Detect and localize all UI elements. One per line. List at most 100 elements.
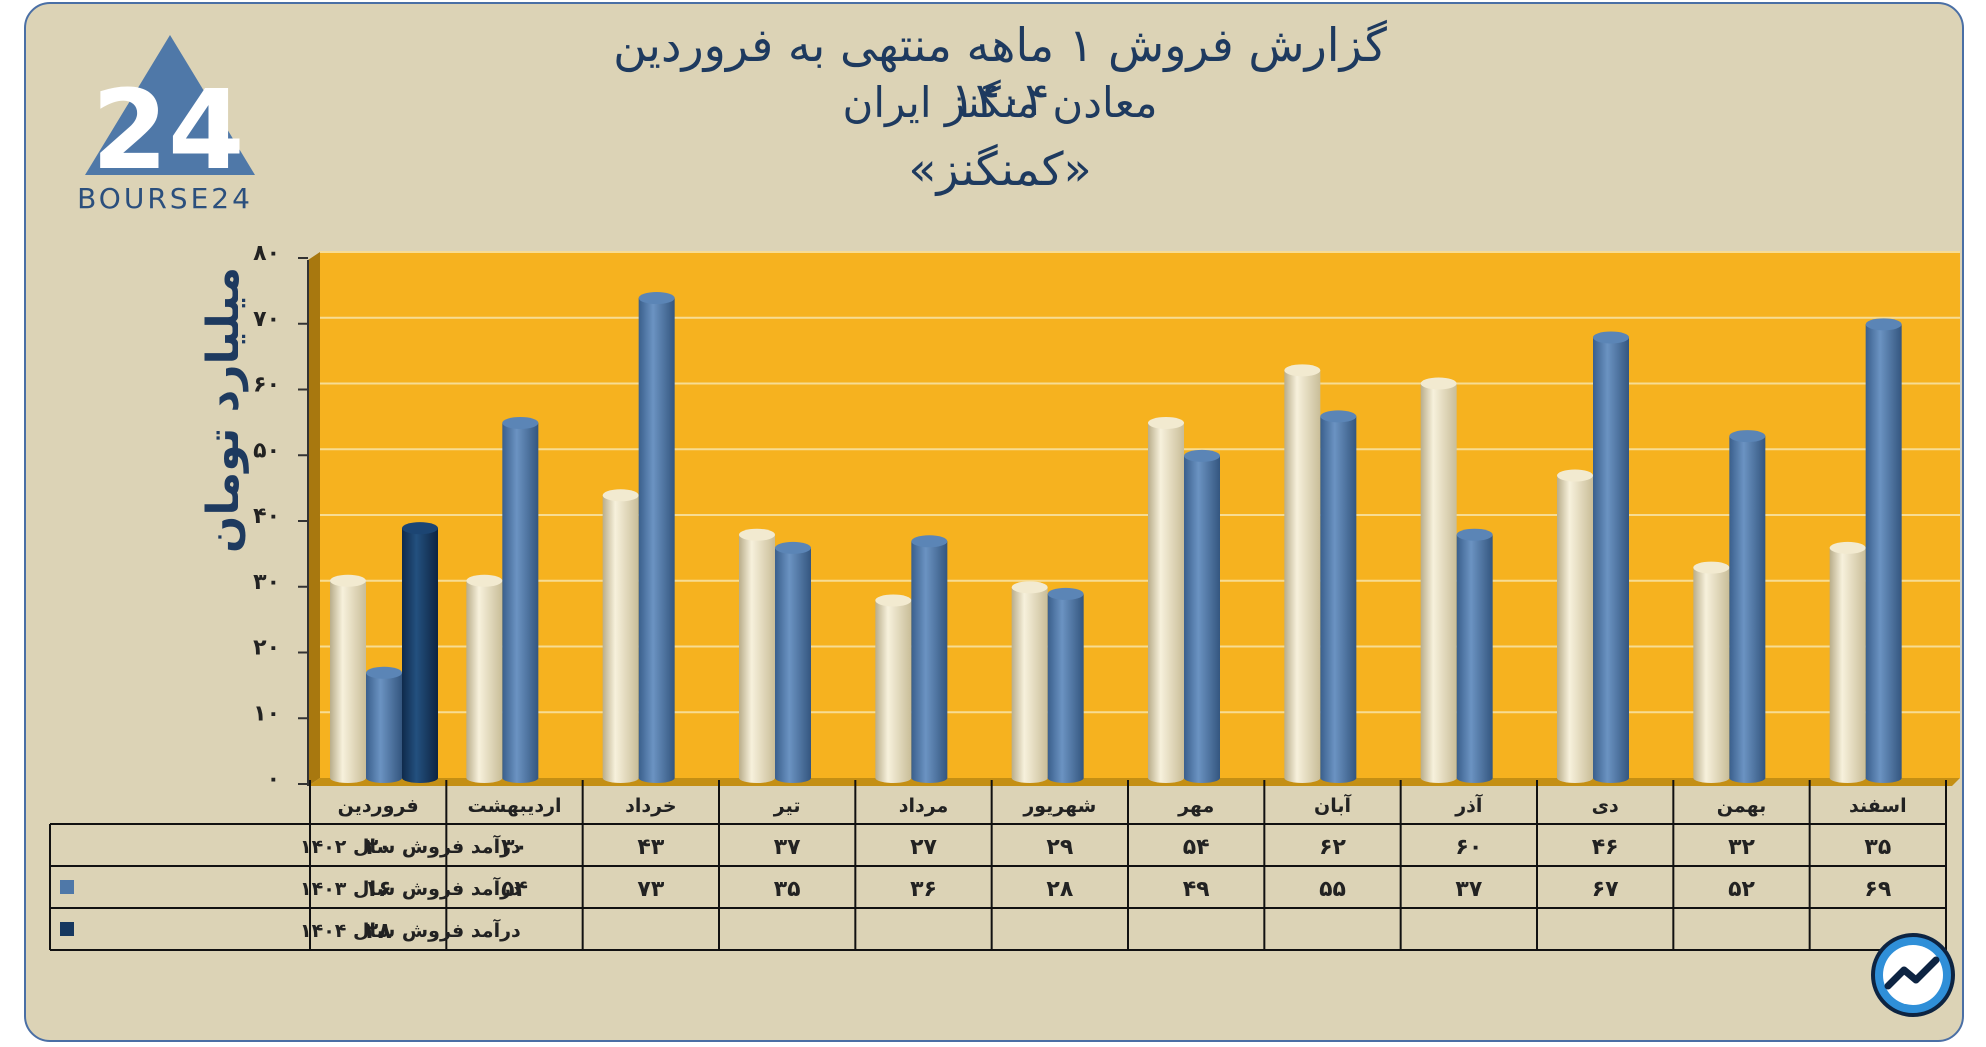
data-label: ۳۵ (774, 877, 801, 902)
bar-1403 (1729, 436, 1766, 778)
bar-cap (402, 522, 438, 535)
category-label: مهر (1177, 795, 1214, 817)
bar-cap (466, 574, 503, 587)
bar-1404 (402, 528, 438, 778)
bar-1402 (739, 534, 775, 778)
y-tick-label: ۵۰ (253, 438, 280, 463)
bar-cap (1148, 416, 1184, 429)
bar-cap (638, 292, 675, 305)
bar-1403 (775, 547, 811, 778)
bar-cap (1729, 430, 1766, 443)
bar-cap (1011, 581, 1048, 594)
bar-cap (1184, 449, 1220, 462)
data-label: ۶۷ (1592, 877, 1619, 902)
data-label: ۳۰ (501, 835, 528, 860)
bar-cap (1456, 528, 1493, 541)
bar-base (1284, 773, 1321, 783)
bar-base (1184, 773, 1220, 783)
chart-subtitle: معادن منگنز ایران (842, 78, 1158, 127)
y-tick-label: ۳۰ (253, 570, 280, 595)
data-label: ۵۵ (1319, 877, 1346, 902)
data-label: ۷۳ (637, 877, 664, 902)
data-label: ۲۸ (1046, 877, 1073, 902)
y-tick-label: ۴۰ (253, 504, 280, 529)
data-label: ۴۳ (637, 835, 664, 860)
category-label: فروردین (338, 795, 419, 817)
bar-base (1593, 773, 1629, 783)
bar-1402 (1557, 475, 1593, 778)
bar-cap (1420, 377, 1457, 390)
bar-1403 (911, 541, 948, 778)
bar-base (739, 773, 775, 783)
logo-text: BOURSE24 (77, 182, 253, 215)
data-label: ۶۰ (1455, 835, 1482, 860)
bar-1402 (1011, 587, 1048, 778)
bar-base (330, 773, 366, 783)
bar-1402 (1693, 567, 1730, 778)
series-label: درآمد فروش سال ۱۴۰۳ (300, 876, 521, 900)
bar-base (1011, 773, 1048, 783)
bar-1403 (1456, 534, 1493, 778)
category-label: دی (1592, 795, 1619, 817)
bar-base (1865, 773, 1902, 783)
data-label: ۵۲ (1728, 877, 1755, 902)
y-tick-label: ۲۰ (253, 636, 280, 661)
bar-base (502, 773, 539, 783)
data-label: ۳۸ (365, 919, 392, 944)
bar-cap (1557, 469, 1593, 482)
data-label: ۳۵ (1864, 835, 1891, 860)
bar-base (638, 773, 675, 783)
bar-base (775, 773, 811, 783)
data-label: ۳۶ (910, 877, 937, 902)
category-label: اردیبهشت (467, 795, 561, 817)
y-tick-label: ۰ (267, 767, 280, 792)
bar-base (1729, 773, 1766, 783)
category-label: مرداد (899, 795, 949, 817)
data-label: ۴۶ (1592, 835, 1619, 860)
bar-1402 (602, 495, 639, 778)
bar-1403 (1593, 337, 1629, 778)
bar-1402 (1420, 383, 1457, 778)
data-label: ۳۷ (1455, 877, 1482, 902)
category-label: بهمن (1717, 795, 1767, 817)
bar-cap (1829, 541, 1866, 554)
y-tick-label: ۶۰ (253, 373, 280, 398)
bar-base (366, 773, 402, 783)
bar-cap (1865, 318, 1902, 331)
bar-base (1456, 773, 1493, 783)
bar-cap (1593, 331, 1629, 344)
category-label: شهریور (1022, 795, 1096, 817)
chart-title: گزارش فروش ۱ ماهه منتهی به فروردین ۱۴۰۴ (613, 18, 1387, 126)
company-name: «کمنگنز» (908, 142, 1092, 196)
bar-base (602, 773, 639, 783)
bar-cap (775, 541, 811, 554)
bar-1403 (1320, 416, 1357, 778)
category-label: آذر (1454, 793, 1483, 817)
bar-1402 (875, 600, 912, 778)
bar-1402 (330, 580, 366, 778)
bar-1403 (502, 422, 539, 778)
data-label: ۵۴ (1183, 835, 1210, 860)
bar-1403 (1047, 593, 1084, 778)
legend-swatch (60, 922, 74, 936)
bar-cap (502, 416, 539, 429)
bar-base (466, 773, 503, 783)
data-label: ۳۲ (1728, 835, 1755, 860)
bar-base (1420, 773, 1457, 783)
bar-base (1693, 773, 1730, 783)
category-label: تیر (773, 795, 801, 817)
category-label: آبان (1314, 793, 1351, 817)
category-label: اسفند (1849, 795, 1907, 817)
bar-1402 (1284, 370, 1321, 778)
data-label: ۳۷ (774, 835, 801, 860)
trend-badge-icon (1871, 933, 1955, 1017)
category-label: خرداد (625, 795, 677, 817)
data-label: ۶۲ (1319, 835, 1346, 860)
data-label: ۲۹ (1046, 835, 1073, 860)
bar-1402 (1829, 547, 1866, 778)
data-label: ۳۰ (365, 835, 392, 860)
data-label: ۴۹ (1183, 877, 1210, 902)
bar-base (402, 773, 438, 783)
bar-cap (1284, 364, 1321, 377)
bar-base (1829, 773, 1866, 783)
